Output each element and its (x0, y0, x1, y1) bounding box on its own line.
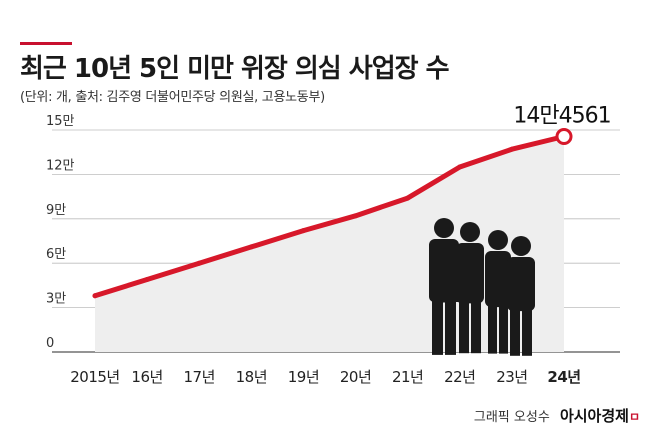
x-tick-label: 2015년 (70, 368, 119, 386)
y-tick-label: 9만 (46, 203, 66, 218)
y-tick-label: 0 (46, 336, 54, 351)
briefcase-icon (454, 290, 468, 302)
business-people-silhouette-icon (429, 218, 535, 356)
silhouette-leg (522, 309, 532, 356)
brand-name: 아시아경제 (559, 407, 629, 425)
chart-subtitle: (단위: 개, 출처: 김주영 더불어민주당 의원실, 고용노동부) (20, 90, 325, 105)
silhouette-leg (488, 305, 497, 354)
data-point (196, 260, 202, 266)
silhouette-leg (471, 301, 481, 354)
credit-line: 그래픽 오성수 아시아경제ㅁ (474, 405, 640, 426)
x-tick-label: 21년 (392, 368, 423, 386)
silhouette-torso (507, 257, 535, 312)
graphic-credit: 그래픽 오성수 (473, 410, 550, 425)
silhouette-head (460, 222, 480, 242)
x-tick-label: 18년 (236, 368, 267, 386)
y-tick-label: 3만 (46, 292, 66, 307)
brand-mark-icon: ㅁ (628, 410, 640, 424)
silhouette-head (434, 218, 454, 238)
chart-title: 최근 10년 5인 미만 위장 의심 사업장 수 (20, 54, 450, 84)
title-accent-bar (20, 42, 72, 45)
series-line (92, 133, 567, 299)
x-tick-label: 22년 (444, 368, 475, 386)
data-point (405, 195, 411, 201)
silhouette-leg (432, 300, 443, 355)
x-tick-label: 16년 (131, 368, 162, 386)
silhouette-torso (485, 251, 511, 308)
x-tick-label: 17년 (184, 368, 215, 386)
silhouette-leg (510, 309, 520, 356)
x-tick-label: 23년 (496, 368, 527, 386)
silhouette-leg (445, 300, 456, 355)
data-point (92, 293, 98, 299)
silhouette-head (488, 230, 508, 250)
x-tick-label: 20년 (340, 368, 371, 386)
data-point (353, 213, 359, 219)
y-tick-label: 12만 (46, 158, 75, 173)
data-label: 14만4561 (513, 103, 610, 128)
silhouette-head (511, 236, 531, 256)
x-tick-label: 24년 (547, 368, 580, 386)
data-point (300, 228, 306, 234)
highlight-point (555, 127, 573, 145)
y-tick-label: 15만 (46, 114, 75, 129)
x-tick-label: 19년 (288, 368, 319, 386)
silhouette-leg (499, 305, 508, 354)
brand-logo: 아시아경제ㅁ (560, 407, 640, 425)
data-point (457, 164, 463, 170)
data-point (248, 244, 254, 250)
y-tick-label: 6만 (46, 247, 66, 262)
silhouette-torso (429, 239, 459, 303)
data-point (144, 276, 150, 282)
silhouette-torso (456, 243, 484, 304)
data-point (509, 146, 515, 152)
silhouette-leg (459, 301, 469, 354)
